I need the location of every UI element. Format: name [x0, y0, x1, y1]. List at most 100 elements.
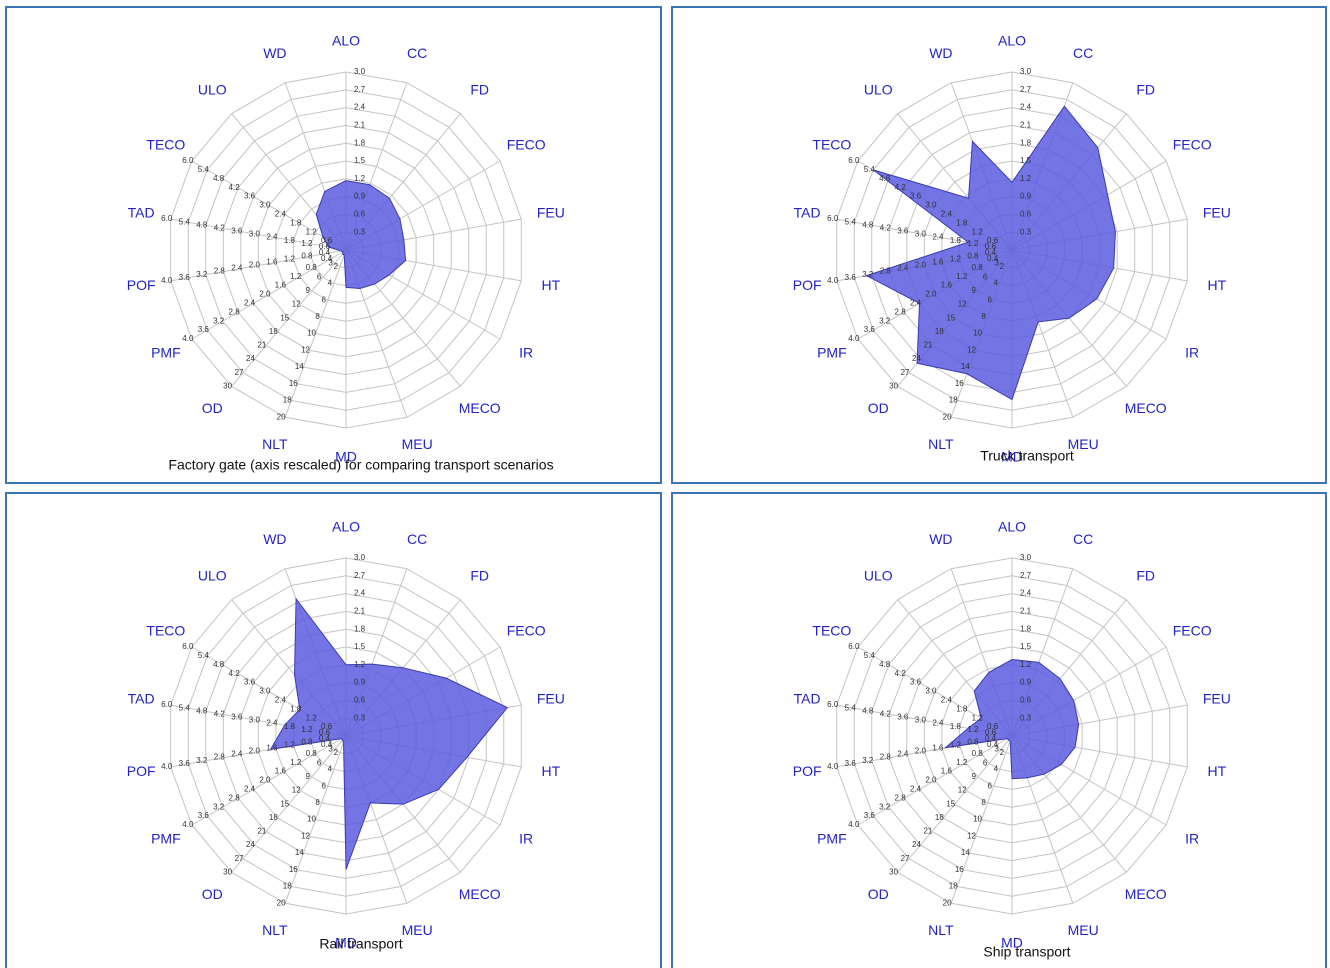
tick-label: 1.2 [972, 713, 984, 722]
tick-label: 0.8 [972, 749, 984, 758]
tick-label: 3.6 [910, 192, 922, 201]
axis-label: TAD [128, 691, 155, 707]
tick-label: 6.0 [848, 156, 860, 165]
tick-label: 3 [994, 745, 999, 754]
tick-label: 2.4 [910, 785, 922, 794]
tick-label: 3.0 [354, 67, 366, 76]
tick-label: 8 [981, 312, 986, 321]
axis-label: MD [1001, 935, 1023, 951]
tick-label: 14 [961, 848, 970, 857]
tick-label: 4.0 [848, 820, 860, 829]
tick-label: 2.7 [1020, 571, 1032, 580]
tick-label: 1.6 [932, 257, 944, 266]
tick-label: 3.2 [196, 270, 208, 279]
tick-label: 1.6 [932, 743, 944, 752]
tick-label: 2.4 [231, 264, 243, 273]
tick-label: 4.2 [214, 709, 226, 718]
data-area [315, 180, 407, 289]
chart-title: Ship transport [983, 944, 1070, 960]
tick-label: 0.6 [321, 236, 333, 245]
axis-label: FECO [1173, 623, 1212, 639]
axis-label: ULO [864, 81, 893, 97]
tick-label: 4.8 [196, 706, 208, 715]
axis-label: MEU [1068, 436, 1099, 452]
tick-label: 3.6 [910, 678, 922, 687]
tick-label: 4 [328, 765, 333, 774]
tick-label: 1.2 [306, 713, 318, 722]
tick-label: 4.0 [848, 334, 860, 343]
tick-label: 3.0 [249, 230, 261, 239]
tick-label: 3.0 [915, 716, 927, 725]
tick-label: 4.2 [880, 223, 892, 232]
axis-label: OD [868, 400, 889, 416]
tick-label: 1.8 [1020, 138, 1032, 147]
tick-label: 1.2 [967, 725, 979, 734]
tick-label: 5.4 [179, 217, 191, 226]
tick-label: 6 [322, 781, 327, 790]
tick-label: 12 [292, 300, 301, 309]
tick-label: 18 [269, 327, 278, 336]
tick-label: 2.8 [214, 753, 226, 762]
tick-label: 10 [307, 815, 316, 824]
axis-label: FD [1136, 567, 1155, 583]
tick-label: 2.4 [932, 233, 944, 242]
tick-label: 2 [1000, 748, 1005, 757]
axis-label: ALO [332, 33, 360, 49]
tick-label: 5.4 [864, 651, 876, 660]
spoke [857, 735, 1013, 826]
tick-label: 4.0 [161, 762, 173, 771]
data-area [269, 597, 509, 870]
tick-label: 2.4 [266, 719, 278, 728]
axis-label: ALO [998, 519, 1026, 535]
tick-label: 1.6 [266, 743, 278, 752]
tick-label: 4 [994, 765, 999, 774]
tick-label: 0.8 [306, 749, 318, 758]
tick-label: 18 [935, 327, 944, 336]
tick-label: 12 [301, 831, 310, 840]
tick-label: 21 [923, 827, 932, 836]
tick-label: 20 [943, 412, 952, 421]
tick-label: 0.3 [354, 227, 366, 236]
axis-label: PMF [817, 831, 847, 847]
tick-label: 16 [955, 379, 964, 388]
tick-label: 6 [317, 272, 322, 281]
tick-label: 1.2 [956, 272, 968, 281]
tick-label: 12 [301, 345, 310, 354]
tick-label: 0.4 [985, 248, 997, 257]
axis-label: MECO [1125, 400, 1167, 416]
axis-label: MD [1001, 449, 1023, 465]
tick-label: 2.4 [932, 719, 944, 728]
axis-label: CC [1073, 531, 1093, 547]
axis-label: NLT [928, 922, 954, 938]
tick-label: 4.0 [161, 276, 173, 285]
tick-label: 2.8 [229, 793, 241, 802]
tick-label: 0.3 [1020, 227, 1032, 236]
tick-label: 2.4 [266, 233, 278, 242]
axis-label: POF [793, 277, 822, 293]
tick-label: 1.6 [266, 257, 278, 266]
tick-label: 2.0 [249, 261, 261, 270]
tick-label: 6 [983, 272, 988, 281]
tick-label: 6 [322, 295, 327, 304]
tick-label: 0.6 [321, 722, 333, 731]
axis-label: CC [407, 531, 427, 547]
tick-label: 1.5 [354, 156, 366, 165]
axis-label: ALO [998, 33, 1026, 49]
tick-label: 2.4 [244, 299, 256, 308]
axis-label: MECO [1125, 886, 1167, 902]
axis-label: FEU [537, 691, 565, 707]
tick-label: 0.6 [1020, 210, 1032, 219]
spoke [191, 249, 347, 340]
tick-label: 2 [334, 262, 339, 271]
tick-label: 1.5 [1020, 156, 1032, 165]
tick-label: 3.0 [259, 201, 271, 210]
tick-label: 18 [283, 882, 292, 891]
axis-label: MEU [402, 436, 433, 452]
axis-label: ULO [198, 81, 227, 97]
axis-label: OD [202, 886, 223, 902]
tick-label: 0.4 [319, 248, 331, 257]
chart-title: Truck transport [980, 448, 1074, 464]
spoke [191, 735, 347, 826]
tick-label: 0.4 [985, 734, 997, 743]
axis-label: POF [127, 763, 156, 779]
